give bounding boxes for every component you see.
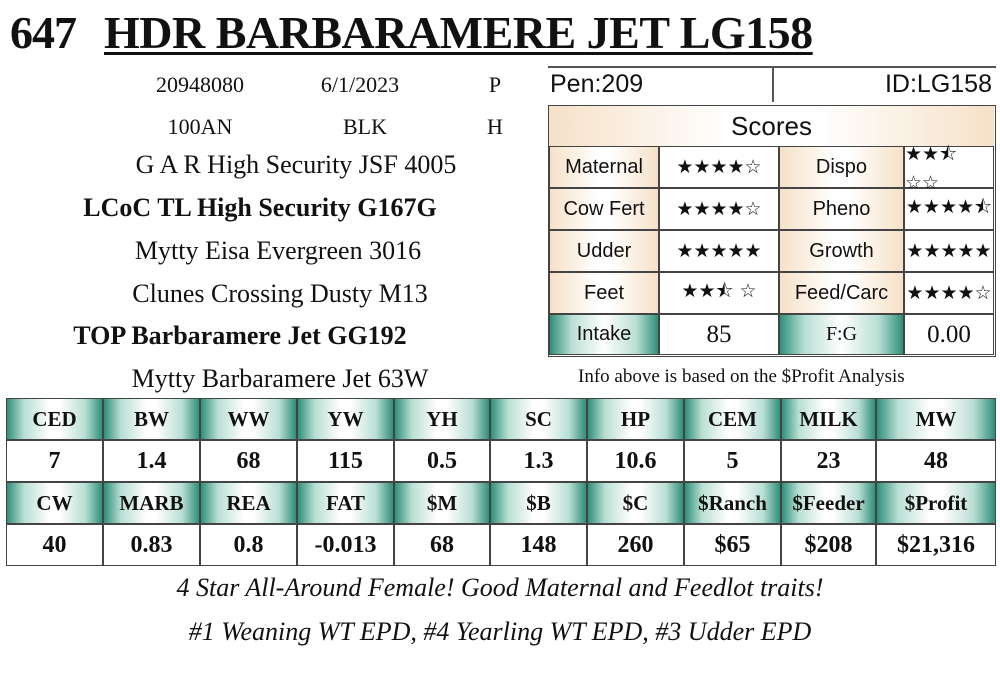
pedigree-dam-sire: Clunes Crossing Dusty M13 <box>132 279 428 308</box>
score-label-feed-carc: Feed/Carc <box>779 272 904 314</box>
fg-value: 0.00 <box>904 314 994 355</box>
score-label-feet: Feet <box>549 272 659 314</box>
basis-note: Info above is based on the $Profit Analy… <box>578 366 905 387</box>
epd-header: CED <box>6 398 103 440</box>
score-label-cow-fert: Cow Fert <box>549 188 659 230</box>
score-stars-feed-carc: ★★★★☆ <box>904 272 994 314</box>
score-label-udder: Udder <box>549 230 659 272</box>
epd-value: 5 <box>684 440 781 482</box>
epd-value: 40 <box>6 524 103 566</box>
epd-header: BW <box>103 398 200 440</box>
epd-header: MW <box>876 398 996 440</box>
epd-value: 148 <box>490 524 587 566</box>
epd-header: CW <box>6 482 103 524</box>
score-label-growth: Growth <box>779 230 904 272</box>
score-label-pheno: Pheno <box>779 188 904 230</box>
score-stars-growth: ★★★★★ <box>904 230 994 272</box>
score-label-maternal: Maternal <box>549 146 659 188</box>
pen-id-bar <box>548 66 996 102</box>
epd-value: 1.4 <box>103 440 200 482</box>
epd-header: FAT <box>297 482 394 524</box>
epd-value: 1.3 <box>490 440 587 482</box>
epd-header: REA <box>200 482 297 524</box>
epd-value: 0.83 <box>103 524 200 566</box>
epd-header: $Feeder <box>781 482 876 524</box>
epd-value: 115 <box>297 440 394 482</box>
color: BLK <box>343 114 387 139</box>
pedigree-dam-dam: Mytty Barbaramere Jet 63W <box>131 364 429 393</box>
epd-header: SC <box>490 398 587 440</box>
epd-value: 23 <box>781 440 876 482</box>
epd-header: YW <box>297 398 394 440</box>
epd-header: $Profit <box>876 482 996 524</box>
scores-table <box>548 105 996 357</box>
epd-header: MARB <box>103 482 200 524</box>
score-stars-pheno: ★★★★⯪ <box>904 188 994 230</box>
epd-value: $208 <box>781 524 876 566</box>
epd-value: 0.5 <box>394 440 490 482</box>
epd-header: YH <box>394 398 490 440</box>
score-label-dispo: Dispo <box>779 146 904 188</box>
intake-label: Intake <box>549 314 659 355</box>
epd-header: $Ranch <box>684 482 781 524</box>
epd-header: $M <box>394 482 490 524</box>
animal-id: ID:LG158 <box>884 70 992 98</box>
epd-header: MILK <box>781 398 876 440</box>
h-indicator: H <box>487 114 503 139</box>
epd-value: 68 <box>200 440 297 482</box>
lot-number: 647 <box>10 7 77 58</box>
epd-value: 0.8 <box>200 524 297 566</box>
epd-value: 68 <box>394 524 490 566</box>
score-stars-cow-fert: ★★★★☆ <box>659 188 779 230</box>
epd-value: -0.013 <box>297 524 394 566</box>
epd-header: WW <box>200 398 297 440</box>
epd-value: 7 <box>6 440 103 482</box>
epd-value: 48 <box>876 440 996 482</box>
intake-value: 85 <box>659 314 779 355</box>
epd-value: $21,316 <box>876 524 996 566</box>
fg-label: F:G <box>779 314 904 355</box>
birth-date: 6/1/2023 <box>320 72 400 97</box>
pedigree-sire-sire: G A R High Security JSF 4005 <box>135 150 457 179</box>
score-stars-maternal: ★★★★☆ <box>659 146 779 188</box>
score-stars-feet: ★★⯪ ☆ <box>659 272 779 314</box>
epd-value: 10.6 <box>587 440 684 482</box>
description-line-1: 4 Star All-Around Female! Good Maternal … <box>176 573 824 602</box>
epd-header: HP <box>587 398 684 440</box>
tattoo: 100AN <box>167 114 233 139</box>
epd-value: 260 <box>587 524 684 566</box>
epd-header: $C <box>587 482 684 524</box>
epd-value: $65 <box>684 524 781 566</box>
pen-number: Pen:209 <box>550 70 644 98</box>
epd-header: $B <box>490 482 587 524</box>
registration-number: 20948080 <box>156 72 244 97</box>
score-stars-udder: ★★★★★ <box>659 230 779 272</box>
pedigree-sire: LCoC TL High Security G167G <box>83 193 437 222</box>
polled-indicator: P <box>488 72 502 97</box>
pedigree-dam: TOP Barbaramere Jet GG192 <box>73 321 407 350</box>
epd-header: CEM <box>684 398 781 440</box>
animal-name: HDR BARBARAMERE JET LG158 <box>104 7 813 58</box>
score-stars-dispo: ★★⯪ ☆☆ <box>904 143 994 194</box>
pedigree-sire-dam: Mytty Eisa Evergreen 3016 <box>134 236 422 265</box>
description-line-2: #1 Weaning WT EPD, #4 Yearling WT EPD, #… <box>188 617 812 646</box>
